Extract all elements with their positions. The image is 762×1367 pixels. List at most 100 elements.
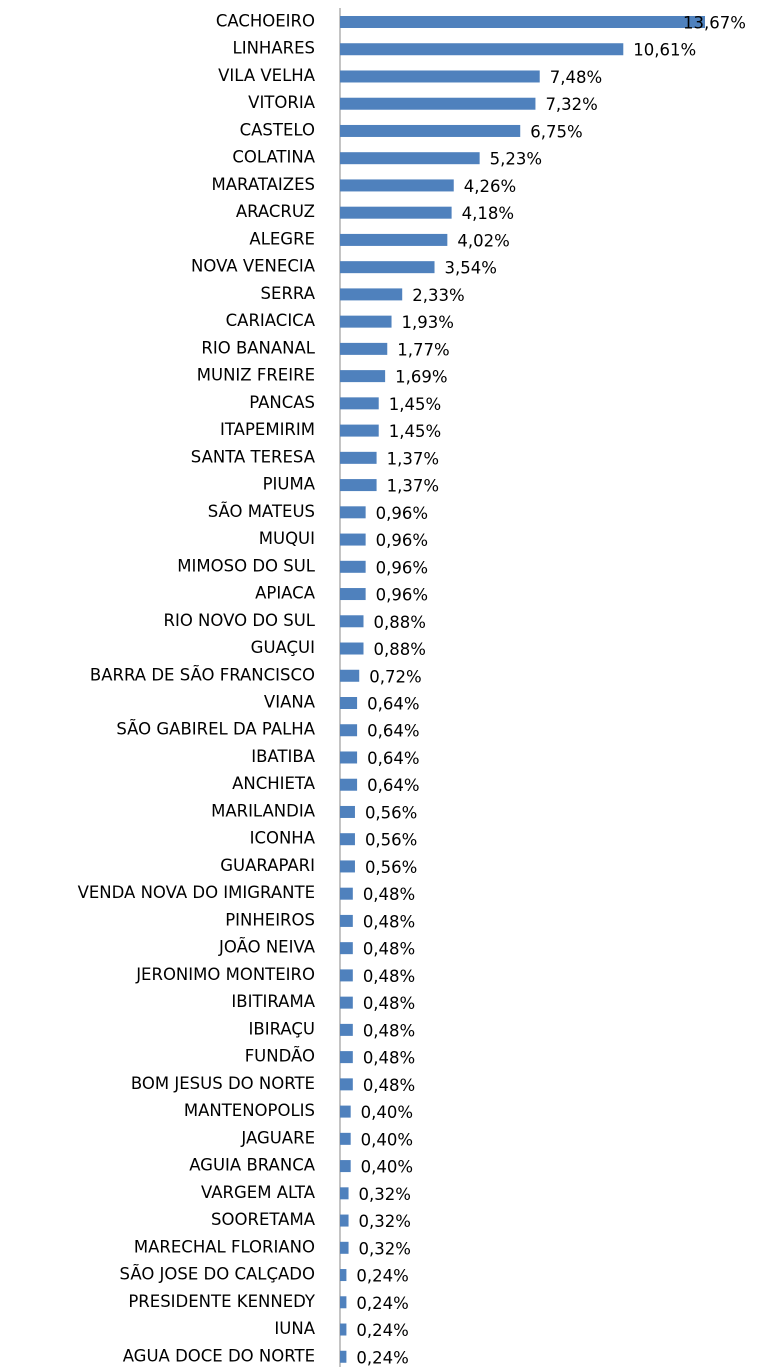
- bar: [340, 424, 379, 437]
- value-label: 0,64%: [367, 776, 419, 795]
- category-label: IUNA: [274, 1319, 315, 1338]
- value-label: 0,24%: [356, 1348, 408, 1367]
- bar: [340, 533, 366, 546]
- value-label: 0,48%: [363, 967, 415, 986]
- category-label: VITORIA: [248, 93, 316, 112]
- bar: [340, 179, 454, 192]
- category-label: CASTELO: [240, 120, 315, 139]
- value-label: 0,64%: [367, 722, 419, 741]
- category-label: APIACA: [255, 584, 316, 603]
- value-label: 0,24%: [356, 1267, 408, 1286]
- bar: [340, 16, 705, 28]
- value-label: 1,69%: [395, 368, 447, 387]
- bar: [340, 342, 388, 355]
- category-label: SERRA: [261, 284, 316, 303]
- category-label: SANTA TERESA: [191, 447, 316, 466]
- bar: [340, 1160, 351, 1173]
- value-label: 0,48%: [363, 1021, 415, 1040]
- bar: [340, 261, 435, 274]
- bar: [340, 233, 448, 246]
- value-label: 4,18%: [462, 204, 514, 223]
- value-label: 0,56%: [365, 831, 417, 850]
- bar: [340, 1187, 349, 1200]
- category-label: SÃO GABIREL DA PALHA: [116, 720, 315, 739]
- value-label: 13,67%: [683, 14, 746, 33]
- value-label: 0,48%: [363, 912, 415, 931]
- bar: [340, 669, 360, 682]
- bar: [340, 43, 624, 56]
- bar: [340, 560, 366, 573]
- bar: [340, 1078, 353, 1091]
- category-label: VIANA: [264, 693, 316, 712]
- category-label: MARECHAL FLORIANO: [134, 1237, 315, 1256]
- category-label: PRESIDENTE KENNEDY: [128, 1292, 316, 1311]
- bar: [340, 615, 364, 628]
- bar: [340, 479, 377, 492]
- value-label: 0,32%: [359, 1239, 411, 1258]
- category-label: PIUMA: [263, 475, 316, 494]
- category-label: VARGEM ALTA: [201, 1183, 316, 1202]
- value-label: 0,88%: [373, 640, 425, 659]
- category-label: IBITIRAMA: [231, 992, 315, 1011]
- bar: [340, 778, 358, 791]
- value-label: 0,64%: [367, 749, 419, 768]
- bar: [340, 1350, 347, 1363]
- value-label: 0,88%: [373, 613, 425, 632]
- category-label: PINHEIROS: [225, 910, 315, 929]
- bar: [340, 1132, 351, 1145]
- bar: [340, 969, 353, 982]
- category-label: AGUA DOCE DO NORTE: [123, 1346, 315, 1365]
- category-label: COLATINA: [232, 148, 315, 167]
- bar: [340, 805, 355, 818]
- category-label: FUNDÃO: [245, 1047, 315, 1066]
- category-label: BARRA DE SÃO FRANCISCO: [90, 665, 315, 684]
- category-label: CARIACICA: [226, 311, 316, 330]
- value-label: 0,48%: [363, 940, 415, 959]
- bar: [340, 914, 353, 927]
- value-label: 0,72%: [369, 667, 421, 686]
- value-label: 0,40%: [361, 1158, 413, 1177]
- category-label: MIMOSO DO SUL: [177, 556, 316, 575]
- category-label: JERONIMO MONTEIRO: [135, 965, 315, 984]
- category-label: BOM JESUS DO NORTE: [131, 1074, 315, 1093]
- bar: [340, 887, 353, 900]
- value-label: 6,75%: [530, 122, 582, 141]
- category-label: VENDA NOVA DO IMIGRANTE: [78, 883, 315, 902]
- category-label: GUAÇUI: [251, 638, 315, 657]
- bar: [340, 397, 379, 410]
- value-label: 1,45%: [389, 395, 441, 414]
- bar: [340, 1323, 347, 1336]
- category-label: LINHARES: [233, 39, 315, 58]
- bar: [340, 70, 540, 83]
- value-label: 0,96%: [376, 586, 428, 605]
- category-label: NOVA VENECIA: [191, 257, 316, 276]
- value-label: 0,96%: [376, 531, 428, 550]
- value-label: 1,37%: [387, 449, 439, 468]
- category-label: ITAPEMIRIM: [220, 420, 315, 439]
- category-label: GUARAPARI: [220, 856, 315, 875]
- value-label: 0,48%: [363, 1049, 415, 1068]
- category-label: ICONHA: [250, 829, 316, 848]
- category-label: CACHOEIRO: [216, 12, 315, 31]
- value-label: 0,64%: [367, 695, 419, 714]
- bar: [340, 124, 521, 137]
- bar: [340, 1051, 353, 1064]
- bar: [340, 370, 386, 383]
- category-label: IBATIBA: [251, 747, 315, 766]
- bar: [340, 1296, 347, 1309]
- bar: [340, 996, 353, 1009]
- bar: [340, 724, 358, 737]
- category-label: AGUIA BRANCA: [189, 1156, 316, 1175]
- bar: [340, 1241, 349, 1254]
- value-label: 2,33%: [412, 286, 464, 305]
- value-label: 0,48%: [363, 1076, 415, 1095]
- value-label: 1,37%: [387, 477, 439, 496]
- category-label: SÃO MATEUS: [208, 502, 315, 521]
- bar: [340, 833, 355, 846]
- bar: [340, 288, 403, 301]
- bar: [340, 588, 366, 601]
- category-label: IBIRAÇU: [249, 1019, 315, 1038]
- category-label: MANTENOPOLIS: [184, 1101, 315, 1120]
- bar: [340, 152, 480, 165]
